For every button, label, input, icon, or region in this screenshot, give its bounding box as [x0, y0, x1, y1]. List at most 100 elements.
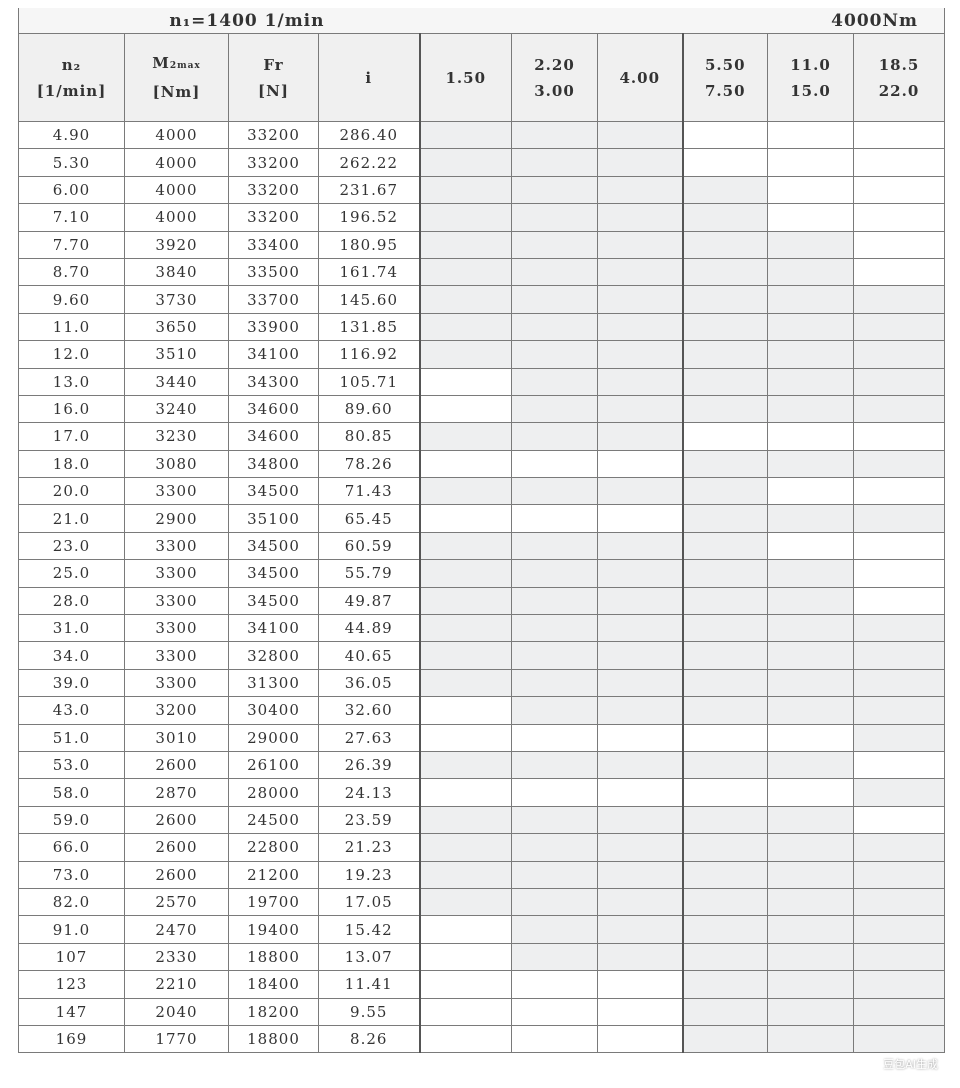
shaded-power-cell — [511, 614, 599, 643]
shaded-power-cell — [418, 860, 513, 889]
cell-n2: 25.0 — [18, 559, 125, 588]
shaded-power-cell — [418, 614, 513, 643]
shaded-power-cell — [511, 422, 599, 451]
shaded-power-cell — [767, 641, 855, 670]
cell-i: 44.89 — [317, 614, 421, 643]
cell-m2max: 4000 — [124, 203, 229, 232]
table-row: 17.0 3230 34600 80.85 — [18, 422, 946, 451]
shaded-power-cell — [511, 120, 599, 150]
shaded-power-cell — [597, 887, 684, 917]
empty-power-cell — [853, 148, 946, 177]
shaded-power-cell — [597, 750, 684, 780]
cell-i: 13.07 — [317, 942, 421, 972]
empty-power-cell — [853, 805, 946, 835]
cell-m2max: 3510 — [124, 340, 229, 369]
cell-fr: 34500 — [228, 586, 319, 616]
shaded-power-cell — [511, 668, 599, 698]
shaded-power-cell — [418, 477, 513, 506]
power-value: 7.50 — [704, 81, 746, 100]
cell-m2max: 2600 — [124, 833, 229, 862]
empty-power-cell — [418, 367, 513, 396]
empty-power-cell — [767, 148, 855, 177]
shaded-power-cell — [418, 257, 513, 287]
empty-power-cell — [511, 1024, 599, 1054]
cell-n2: 23.0 — [18, 531, 125, 561]
cell-fr: 31300 — [228, 668, 319, 698]
cell-n2: 59.0 — [18, 805, 125, 835]
cell-fr: 19700 — [228, 887, 319, 917]
header-row: n₂ [1/min] M2max [Nm] Fr [N] i 1.50 2.20 3.0… — [18, 33, 946, 122]
table-row: 16.0 3240 34600 89.60 — [18, 394, 946, 424]
shaded-power-cell — [597, 915, 684, 944]
shaded-power-cell — [767, 230, 855, 259]
shaded-power-cell — [853, 942, 946, 972]
cell-m2max: 3300 — [124, 668, 229, 698]
shaded-power-cell — [681, 230, 769, 259]
shaded-power-cell — [418, 586, 513, 616]
shaded-power-cell — [597, 805, 684, 835]
rating-table-container: n₁=1400 1/min 4000Nm n₂ [1/min] M2max [Nm]… — [17, 8, 946, 1054]
shaded-power-cell — [681, 531, 769, 561]
cell-m2max: 4000 — [124, 175, 229, 205]
cell-fr: 33200 — [228, 175, 319, 205]
table-row: 9.60 3730 33700 145.60 — [18, 285, 946, 314]
table-row: 13.0 3440 34300 105.71 — [18, 367, 946, 396]
header-n2-symbol: n₂ — [61, 55, 82, 74]
table-row: 20.0 3300 34500 71.43 — [18, 477, 946, 506]
shaded-power-cell — [681, 614, 769, 643]
cell-i: 32.60 — [317, 696, 421, 725]
shaded-power-cell — [853, 367, 946, 396]
cell-fr: 33200 — [228, 120, 319, 150]
cell-fr: 33500 — [228, 257, 319, 287]
shaded-power-cell — [767, 257, 855, 287]
empty-power-cell — [853, 531, 946, 561]
empty-power-cell — [853, 750, 946, 780]
table-row: 7.10 4000 33200 196.52 — [18, 203, 946, 232]
cell-fr: 33200 — [228, 148, 319, 177]
cell-i: 65.45 — [317, 504, 421, 533]
cell-m2max: 2900 — [124, 504, 229, 533]
table-row: 21.0 2900 35100 65.45 — [18, 504, 946, 533]
input-speed-title: n₁=1400 1/min — [17, 8, 420, 34]
shaded-power-cell — [767, 449, 855, 479]
header-fr-unit: [N] — [258, 81, 289, 100]
table-row: 39.0 3300 31300 36.05 — [18, 668, 946, 698]
shaded-power-cell — [597, 257, 684, 287]
cell-fr: 33900 — [228, 312, 319, 342]
header-fr: Fr [N] — [228, 33, 319, 122]
shaded-power-cell — [418, 887, 513, 917]
cell-n2: 18.0 — [18, 449, 125, 479]
cell-n2: 5.30 — [18, 148, 125, 177]
table-row: 23.0 3300 34500 60.59 — [18, 531, 946, 561]
power-value: 1.50 — [445, 68, 487, 87]
shaded-power-cell — [418, 750, 513, 780]
shaded-power-cell — [511, 915, 599, 944]
shaded-power-cell — [597, 394, 684, 424]
table-row: 25.0 3300 34500 55.79 — [18, 559, 946, 588]
cell-i: 15.42 — [317, 915, 421, 944]
shaded-power-cell — [853, 860, 946, 889]
shaded-power-cell — [597, 422, 684, 451]
shaded-power-cell — [418, 668, 513, 698]
cell-m2max: 3650 — [124, 312, 229, 342]
shaded-power-cell — [681, 1024, 769, 1054]
cell-m2max: 3920 — [124, 230, 229, 259]
shaded-power-cell — [853, 778, 946, 807]
power-value: 5.50 — [704, 55, 746, 74]
cell-i: 11.41 — [317, 970, 421, 999]
shaded-power-cell — [511, 641, 599, 670]
table-row: 51.0 3010 29000 27.63 — [18, 723, 946, 752]
shaded-power-cell — [681, 942, 769, 972]
empty-power-cell — [853, 175, 946, 205]
table-row: 18.0 3080 34800 78.26 — [18, 449, 946, 479]
shaded-power-cell — [681, 367, 769, 396]
shaded-power-cell — [418, 312, 513, 342]
shaded-power-cell — [511, 257, 599, 287]
empty-power-cell — [511, 504, 599, 533]
cell-n2: 20.0 — [18, 477, 125, 506]
cell-n2: 73.0 — [18, 860, 125, 889]
cell-fr: 18800 — [228, 1024, 319, 1054]
empty-power-cell — [511, 778, 599, 807]
table-row: 82.0 2570 19700 17.05 — [18, 887, 946, 917]
shaded-power-cell — [767, 942, 855, 972]
